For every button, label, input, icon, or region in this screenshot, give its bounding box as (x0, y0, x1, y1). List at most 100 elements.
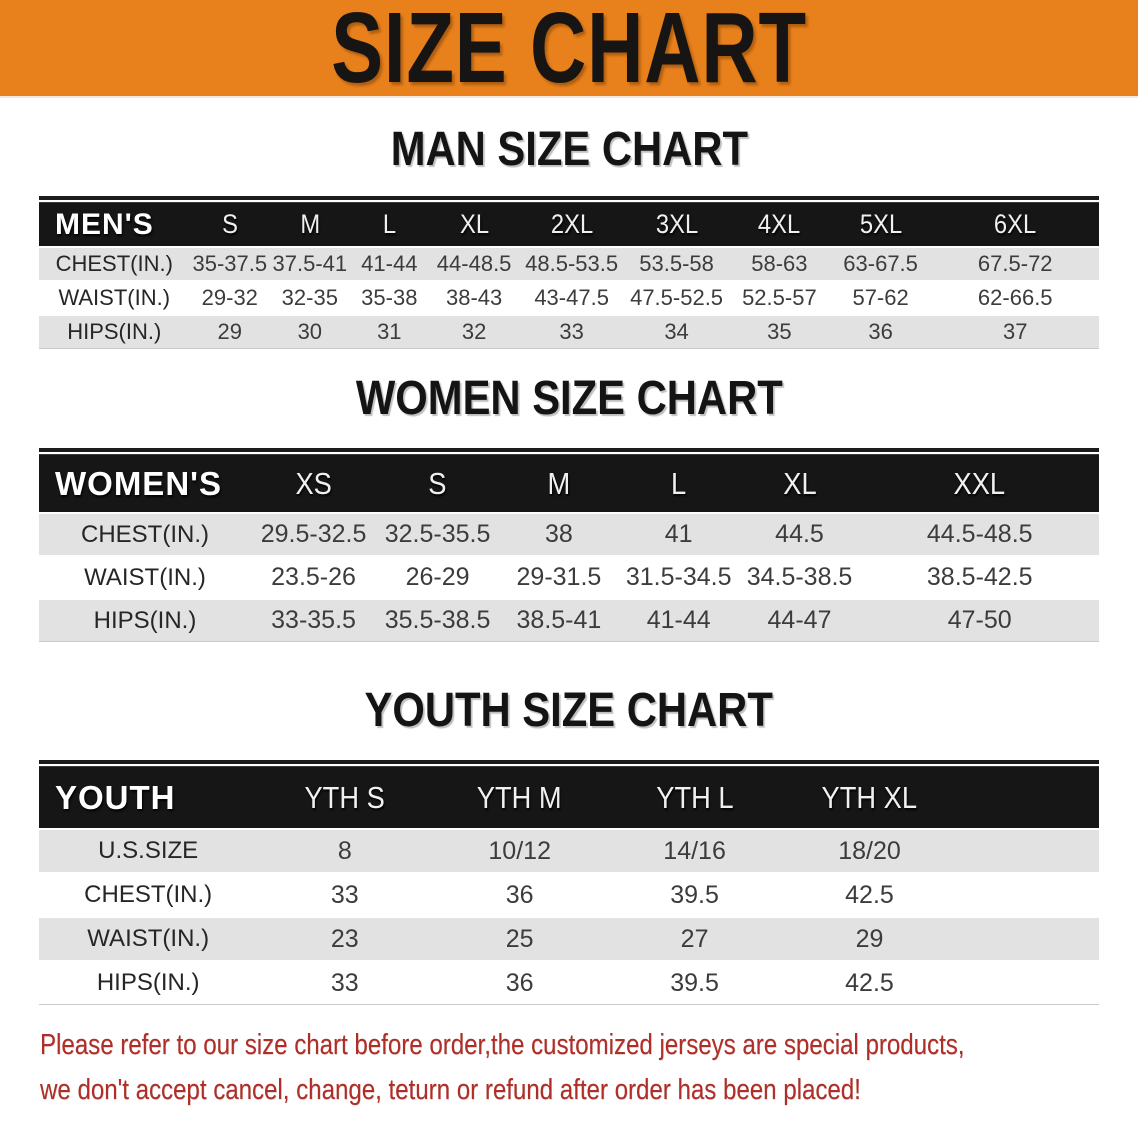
row-label: CHEST(IN.) (39, 512, 251, 555)
disclaimer-note: Please refer to our size chart before or… (40, 1023, 1100, 1113)
table-cell: 38.5-42.5 (860, 555, 1099, 598)
mens-section: MAN SIZE CHART MEN'S S M L XL 2XL 3XL 4XL 5XL 6XL… (0, 125, 1138, 349)
womens-section: WOMEN SIZE CHART WOMEN'S XS S M L XL XXL CHEST(… (0, 374, 1138, 642)
column-header-text: YTH M (477, 779, 563, 815)
column-header: S (189, 202, 271, 246)
size-table-grid: WOMEN'S XS S M L XL XXL CHEST(IN.) 29.5-32.5 32.5… (39, 454, 1099, 641)
filler-cell (956, 872, 1099, 916)
size-table-grid: MEN'S S M L XL 2XL 3XL 4XL 5XL 6XL CHEST(IN.) 35-37… (39, 202, 1099, 348)
column-header-text: 6XL (994, 209, 1037, 239)
row-label: HIPS(IN.) (39, 598, 251, 641)
column-header-text: 4XL (758, 209, 801, 239)
table-cell: 34 (624, 314, 730, 348)
table-row: CHEST(IN.) 35-37.5 37.5-41 41-44 44-48.5 48.5… (39, 246, 1099, 280)
table-cell: 14/16 (607, 828, 783, 872)
table-cell: 25 (432, 916, 608, 960)
filler-cell (956, 828, 1099, 872)
table-row: HIPS(IN.) 33-35.5 35.5-38.5 38.5-41 41-44 44-… (39, 598, 1099, 641)
column-header-text: XS (295, 465, 332, 501)
column-header: YTH S (257, 766, 433, 828)
table-cell: 37.5-41 (270, 246, 350, 280)
table-corner-label: YOUTH (39, 766, 258, 828)
table-cell: 10/12 (432, 828, 608, 872)
table-cell: 29-32 (189, 280, 271, 314)
row-label: U.S.SIZE (39, 828, 258, 872)
table-cell: 47.5-52.5 (624, 280, 730, 314)
table-cell: 38.5-41 (499, 598, 619, 641)
table-row: WAIST(IN.) 23.5-26 26-29 29-31.5 31.5-34.5 34… (39, 555, 1099, 598)
womens-chart-heading-text: WOMEN SIZE CHART (355, 372, 783, 425)
table-cell: 42.5 (782, 960, 957, 1004)
youth-chart-heading: YOUTH SIZE CHART (0, 686, 1138, 736)
table-corner-label: MEN'S (39, 202, 190, 246)
column-header-text: YTH L (655, 779, 734, 815)
column-header: XL (738, 454, 861, 512)
column-header: 2XL (519, 202, 625, 246)
header-row: MEN'S S M L XL 2XL 3XL 4XL 5XL 6XL (39, 202, 1099, 246)
table-cell: 53.5-58 (624, 246, 730, 280)
table-cell: 32-35 (270, 280, 350, 314)
table-cell: 8 (257, 828, 433, 872)
table-cell: 44.5-48.5 (860, 512, 1099, 555)
table-cell: 30 (270, 314, 350, 348)
mens-chart-heading-text: MAN SIZE CHART (390, 123, 748, 176)
row-label: CHEST(IN.) (39, 872, 258, 916)
column-header: 3XL (624, 202, 730, 246)
table-row: U.S.SIZE 8 10/12 14/16 18/20 (39, 828, 1099, 872)
table-cell: 35-37.5 (189, 246, 271, 280)
table-cell: 39.5 (607, 960, 783, 1004)
table-cell: 58-63 (729, 246, 830, 280)
table-cell: 35.5-38.5 (376, 598, 500, 641)
row-label: WAIST(IN.) (39, 916, 258, 960)
table-cell: 18/20 (782, 828, 957, 872)
row-label: HIPS(IN.) (39, 960, 258, 1004)
mens-chart-heading: MAN SIZE CHART (0, 125, 1138, 175)
column-header: YTH L (607, 766, 783, 828)
table-cell: 63-67.5 (829, 246, 932, 280)
table-row: HIPS(IN.) 29 30 31 32 33 34 35 36 37 (39, 314, 1099, 348)
table-cell: 29 (782, 916, 957, 960)
table-cell: 36 (829, 314, 932, 348)
column-header: YTH M (432, 766, 608, 828)
table-cell: 33-35.5 (251, 598, 377, 641)
table-cell: 41-44 (618, 598, 739, 641)
table-cell: 67.5-72 (931, 246, 1099, 280)
disclaimer-line-2: we don't accept cancel, change, teturn o… (40, 1074, 861, 1106)
table-cell: 34.5-38.5 (738, 555, 861, 598)
filler-cell (956, 766, 1099, 828)
table-cell: 36 (432, 872, 608, 916)
table-cell: 33 (519, 314, 625, 348)
table-cell: 23.5-26 (251, 555, 377, 598)
table-cell: 29.5-32.5 (251, 512, 377, 555)
table-cell: 44-48.5 (429, 246, 520, 280)
table-cell: 39.5 (607, 872, 783, 916)
column-header-text: S (221, 209, 238, 239)
table-cell: 48.5-53.5 (519, 246, 625, 280)
table-cell: 26-29 (376, 555, 500, 598)
table-cell: 42.5 (782, 872, 957, 916)
table-cell: 35-38 (349, 280, 430, 314)
table-row: CHEST(IN.) 29.5-32.5 32.5-35.5 38 41 44.5 44.5… (39, 512, 1099, 555)
table-cell: 31.5-34.5 (618, 555, 739, 598)
table-row: WAIST(IN.) 29-32 32-35 35-38 38-43 43-47.5 47.… (39, 280, 1099, 314)
column-header-text: 3XL (655, 209, 698, 239)
table-cell: 23 (257, 916, 433, 960)
table-cell: 41-44 (349, 246, 430, 280)
table-cell: 29-31.5 (499, 555, 619, 598)
column-header: 6XL (931, 202, 1099, 246)
table-cell: 44.5 (738, 512, 861, 555)
column-header-text: XL (782, 465, 817, 501)
column-header: XXL (860, 454, 1099, 512)
column-header-text: M (299, 209, 320, 239)
column-header-text: S (428, 465, 447, 501)
filler-cell (956, 960, 1099, 1004)
table-cell: 29 (189, 314, 271, 348)
column-header-text: XXL (953, 465, 1006, 501)
table-cell: 31 (349, 314, 430, 348)
table-corner-label: WOMEN'S (39, 454, 251, 512)
filler-cell (956, 916, 1099, 960)
header-row: WOMEN'S XS S M L XL XXL (39, 454, 1099, 512)
table-row: WAIST(IN.) 23 25 27 29 (39, 916, 1099, 960)
column-header: 4XL (729, 202, 830, 246)
womens-chart-heading: WOMEN SIZE CHART (0, 374, 1138, 424)
